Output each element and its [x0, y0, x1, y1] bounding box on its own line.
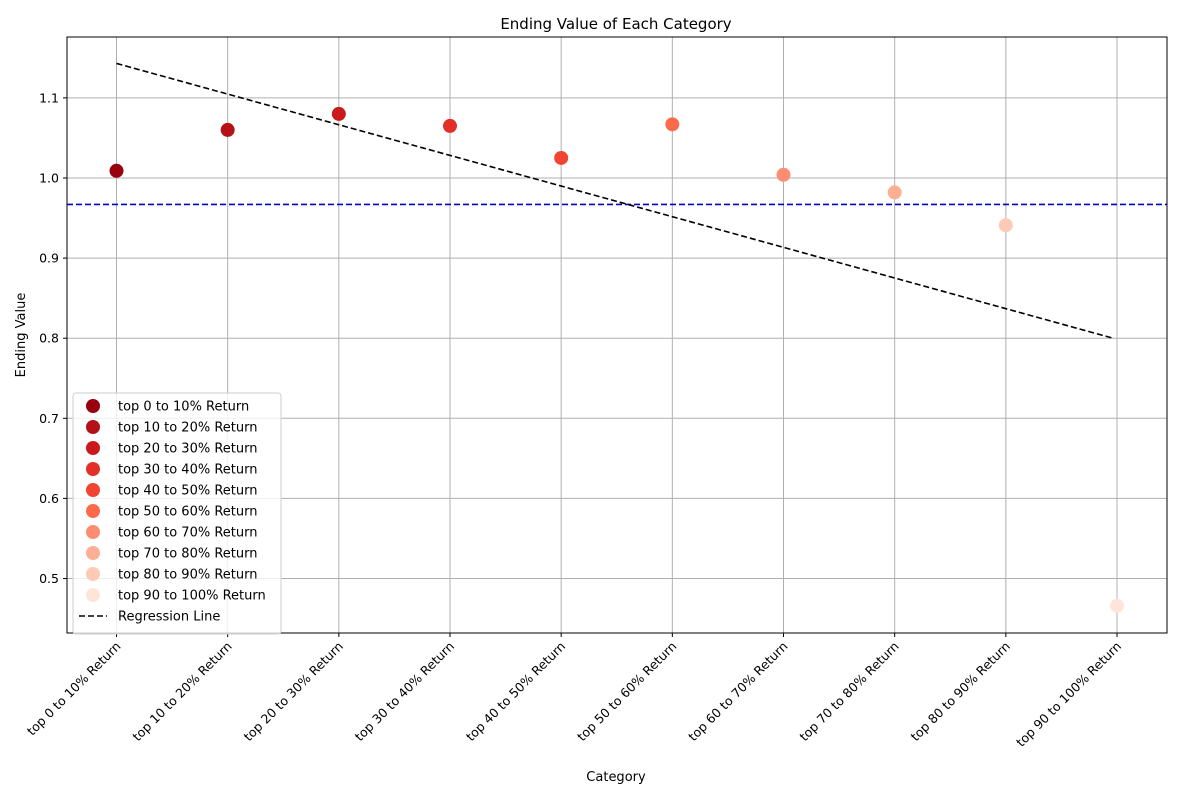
y-tick-label: 0.8 — [39, 331, 59, 346]
legend-box — [72, 392, 282, 635]
data-point — [776, 167, 791, 182]
legend-label: top 40 to 50% Return — [118, 484, 257, 499]
legend-label: top 90 to 100% Return — [118, 589, 266, 604]
y-tick-label: 0.6 — [39, 491, 59, 506]
y-tick-label: 1.0 — [39, 170, 59, 185]
data-points — [109, 106, 1124, 613]
y-tick-label: 0.5 — [39, 571, 59, 586]
x-tick-label: top 20 to 30% Return — [241, 639, 346, 744]
x-tick-label: top 0 to 10% Return — [24, 639, 124, 739]
y-axis-label: Ending Value — [14, 293, 29, 378]
legend-marker — [86, 483, 100, 497]
gridlines — [67, 37, 1167, 633]
legend-marker — [86, 462, 100, 476]
legend-marker — [86, 441, 100, 455]
legend-label: top 60 to 70% Return — [118, 526, 257, 541]
plot-frame — [66, 36, 1168, 634]
y-tick-label: 0.9 — [39, 251, 59, 266]
x-tick-label: top 80 to 90% Return — [908, 639, 1013, 744]
x-tick-label: top 30 to 40% Return — [352, 639, 457, 744]
data-point — [998, 218, 1013, 233]
y-tick-label: 1.1 — [39, 90, 59, 105]
legend-label: Regression Line — [118, 610, 220, 625]
legend-label: top 30 to 40% Return — [118, 463, 257, 478]
x-axis-label: Category — [586, 770, 646, 785]
y-tick-label: 0.7 — [39, 411, 59, 426]
x-axis-ticks: top 0 to 10% Return top 10 to 20% Return t… — [24, 633, 1124, 750]
x-tick-label: top 70 to 80% Return — [796, 639, 901, 744]
chart-title: Ending Value of Each Category — [500, 15, 731, 33]
legend-marker — [86, 588, 100, 602]
data-point — [554, 150, 569, 165]
data-point — [443, 118, 457, 133]
data-point — [220, 122, 235, 137]
data-point — [109, 163, 124, 178]
legend-marker — [86, 420, 100, 434]
data-point — [331, 106, 346, 121]
legend-label: top 70 to 80% Return — [118, 547, 257, 562]
legend-marker — [86, 504, 100, 518]
reference-lines — [67, 62, 1167, 339]
legend-marker — [86, 546, 100, 560]
data-point — [887, 185, 902, 200]
x-tick-label: top 40 to 50% Return — [463, 639, 568, 744]
legend-label: top 0 to 10% Return — [118, 400, 249, 415]
legend-marker — [86, 567, 100, 581]
legend-marker — [86, 525, 100, 539]
legend-marker — [86, 399, 100, 413]
x-tick-label: top 50 to 60% Return — [574, 639, 679, 744]
x-tick-label: top 60 to 70% Return — [685, 639, 790, 744]
regression-line — [116, 62, 1114, 339]
legend-label: top 10 to 20% Return — [118, 421, 257, 436]
legend-label: top 80 to 90% Return — [118, 568, 257, 583]
data-point — [1110, 598, 1124, 613]
legend: top 0 to 10% Return top 10 to 20% Return t… — [72, 392, 282, 635]
x-tick-label: top 10 to 20% Return — [129, 639, 234, 744]
y-axis-ticks: 0.5 0.6 0.7 0.8 0.9 1.0 1.1 — [39, 90, 67, 586]
legend-label: top 50 to 60% Return — [118, 505, 257, 520]
x-tick-label: top 90 to 100% Return — [1013, 639, 1124, 750]
legend-label: top 20 to 30% Return — [118, 442, 257, 457]
data-point — [665, 117, 680, 132]
